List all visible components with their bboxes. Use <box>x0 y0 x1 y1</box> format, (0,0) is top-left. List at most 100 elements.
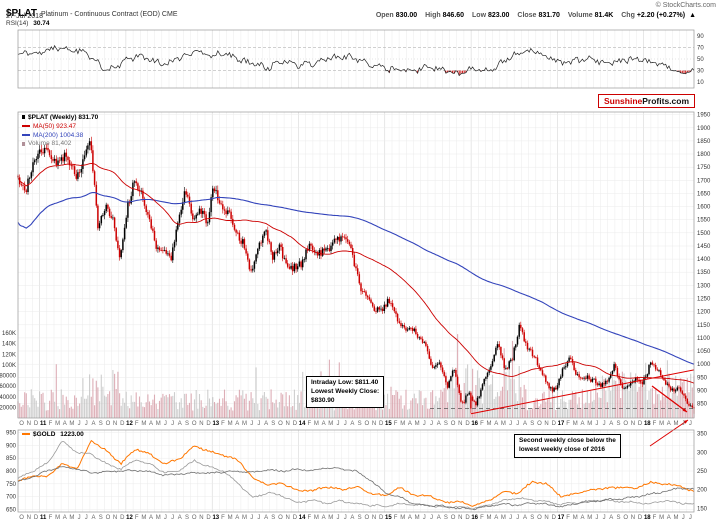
rsi-legend: RSI(14) 30.74 <box>6 20 50 29</box>
svg-text:1050: 1050 <box>697 349 711 355</box>
svg-text:1250: 1250 <box>697 297 711 303</box>
svg-text:M: M <box>141 515 146 521</box>
svg-text:D: D <box>206 515 211 521</box>
svg-text:J: J <box>257 515 260 521</box>
svg-text:M: M <box>242 515 247 521</box>
svg-text:S: S <box>185 515 189 521</box>
svg-text:1350: 1350 <box>697 270 711 276</box>
ticker-description: Platinum - Continuous Contract (EOD) CME <box>40 11 178 18</box>
sunshine-profits-watermark: SunshineProfits.com <box>598 94 696 108</box>
svg-text:A: A <box>264 515 268 521</box>
svg-text:J: J <box>516 421 519 427</box>
rsi-label: RSI(14) <box>6 20 29 27</box>
svg-text:O: O <box>278 515 283 521</box>
svg-text:N: N <box>286 421 290 427</box>
svg-text:1700: 1700 <box>697 178 711 184</box>
svg-text:M: M <box>659 421 664 427</box>
svg-text:O: O <box>278 421 283 427</box>
high-value: 846.60 <box>442 12 465 19</box>
svg-text:F: F <box>221 515 225 521</box>
stockcharts-credit: © StockCharts.com <box>655 2 716 9</box>
svg-text:M: M <box>587 421 592 427</box>
svg-text:160K: 160K <box>2 331 16 337</box>
ma50-line-icon <box>22 125 30 128</box>
svg-text:A: A <box>408 421 412 427</box>
svg-text:O: O <box>451 421 456 427</box>
svg-text:1900: 1900 <box>697 126 711 132</box>
svg-text:80000: 80000 <box>0 374 17 380</box>
svg-text:J: J <box>595 421 598 427</box>
main-legend-symbol-row: $PLAT (Weekly) 831.70 <box>22 114 98 123</box>
svg-text:1200: 1200 <box>697 310 711 316</box>
annotation-box1-line1: Intraday Low: $811.40 <box>311 379 379 386</box>
svg-text:12: 12 <box>126 515 133 521</box>
svg-text:O: O <box>537 421 542 427</box>
svg-text:J: J <box>337 421 340 427</box>
svg-text:1150: 1150 <box>697 323 711 329</box>
svg-text:1850: 1850 <box>697 139 711 145</box>
annotation-box2-line2: lowest weekly close of 2016 <box>519 445 605 453</box>
svg-text:D: D <box>379 421 384 427</box>
svg-text:A: A <box>523 421 527 427</box>
svg-text:N: N <box>372 515 376 521</box>
svg-text:M: M <box>242 421 247 427</box>
svg-text:J: J <box>595 515 598 521</box>
svg-text:J: J <box>250 421 253 427</box>
svg-text:A: A <box>91 421 95 427</box>
svg-text:700: 700 <box>6 495 17 501</box>
svg-text:M: M <box>659 515 664 521</box>
svg-text:D: D <box>293 421 298 427</box>
svg-text:J: J <box>344 515 347 521</box>
svg-text:15: 15 <box>385 421 392 427</box>
svg-text:N: N <box>199 421 203 427</box>
svg-text:60000: 60000 <box>0 384 17 390</box>
header-line1: $PLAT Platinum - Continuous Contract (EOD… <box>6 2 177 21</box>
svg-text:1000: 1000 <box>697 362 711 368</box>
svg-text:A: A <box>494 515 498 521</box>
svg-text:15: 15 <box>385 515 392 521</box>
svg-text:A: A <box>437 515 441 521</box>
svg-text:17: 17 <box>558 421 565 427</box>
svg-text:1300: 1300 <box>697 283 711 289</box>
svg-text:F: F <box>566 421 570 427</box>
chg-label: Chg <box>621 12 635 19</box>
svg-text:M: M <box>156 515 161 521</box>
svg-text:F: F <box>480 515 484 521</box>
svg-text:M: M <box>228 421 233 427</box>
svg-text:J: J <box>509 515 512 521</box>
svg-text:A: A <box>609 515 613 521</box>
annotation-box-weekly-close: Second weekly close below the lowest wee… <box>514 434 621 458</box>
svg-text:J: J <box>78 515 81 521</box>
svg-text:J: J <box>171 515 174 521</box>
svg-text:A: A <box>264 421 268 427</box>
gold-legend-value: 1223.00 <box>60 431 84 438</box>
svg-text:120K: 120K <box>2 352 16 358</box>
svg-text:J: J <box>682 515 685 521</box>
svg-text:M: M <box>573 515 578 521</box>
svg-text:S: S <box>444 515 448 521</box>
svg-text:J: J <box>516 515 519 521</box>
svg-text:11: 11 <box>40 515 47 521</box>
chg-value: +2.20 (+0.27%) <box>636 12 686 19</box>
svg-text:S: S <box>530 421 534 427</box>
svg-text:850: 850 <box>697 402 708 408</box>
svg-text:S: S <box>99 515 103 521</box>
svg-text:M: M <box>674 515 679 521</box>
svg-text:J: J <box>689 515 692 521</box>
svg-text:N: N <box>199 515 203 521</box>
svg-text:A: A <box>63 421 67 427</box>
svg-text:F: F <box>135 421 139 427</box>
svg-text:M: M <box>69 515 74 521</box>
svg-text:O: O <box>192 421 197 427</box>
svg-text:16: 16 <box>471 421 478 427</box>
svg-text:S: S <box>271 421 275 427</box>
annotation-box1-line3: $830.90 <box>311 396 335 404</box>
svg-text:J: J <box>603 515 606 521</box>
svg-text:J: J <box>250 515 253 521</box>
gold-line-icon <box>22 433 30 436</box>
svg-text:J: J <box>85 421 88 427</box>
svg-text:S: S <box>271 515 275 521</box>
svg-text:N: N <box>286 515 290 521</box>
svg-text:O: O <box>106 515 111 521</box>
